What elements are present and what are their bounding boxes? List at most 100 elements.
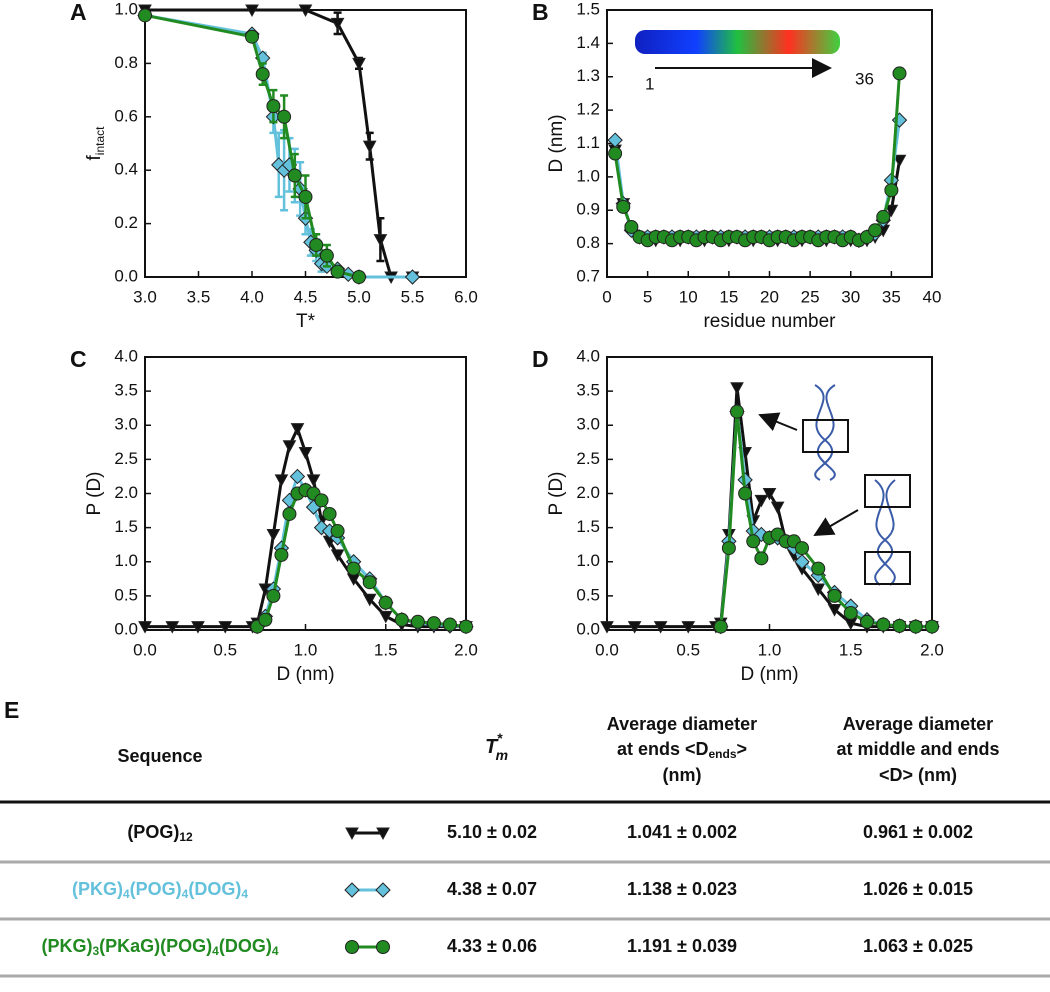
marker — [290, 423, 305, 436]
marker — [795, 541, 809, 556]
marker — [608, 146, 623, 161]
marker — [306, 474, 321, 487]
marker — [376, 940, 390, 954]
cell: 1.191 ± 0.039 — [627, 936, 737, 956]
marker — [746, 534, 761, 549]
marker — [653, 621, 668, 634]
x-tick-label: 20 — [760, 287, 779, 306]
marker — [245, 4, 259, 18]
marker — [376, 827, 390, 841]
y-tick-label: 1.5 — [114, 517, 138, 536]
sequence-part: (PKG) — [72, 879, 123, 899]
header: Sequence — [117, 746, 202, 766]
x-tick-label: 0 — [602, 287, 611, 306]
y-tick-label: 3.5 — [576, 381, 600, 400]
sequence-part: 12 — [179, 830, 193, 844]
cell: 4.38 ± 0.07 — [447, 879, 537, 899]
marker — [876, 617, 891, 632]
series-line — [613, 149, 901, 242]
marker — [627, 621, 642, 634]
x-tick-label: 10 — [679, 287, 698, 306]
cell: 1.138 ± 0.023 — [627, 879, 737, 899]
y-tick-label: 0.5 — [114, 585, 138, 604]
marker — [352, 270, 366, 284]
marker — [794, 554, 810, 570]
x-tick-label: 5 — [643, 287, 652, 306]
marker — [138, 8, 152, 23]
marker — [298, 447, 313, 460]
marker — [287, 168, 302, 183]
sequence: (PKG)4(POG)4(DOG)4 — [72, 879, 248, 901]
marker — [330, 17, 345, 31]
x-axis-label: T* — [296, 311, 316, 332]
x-tick-label: 4.0 — [240, 287, 264, 306]
marker — [754, 494, 769, 508]
y-tick-label: 0.2 — [114, 213, 138, 232]
sequence: (POG)12 — [127, 822, 193, 844]
marker — [344, 882, 360, 898]
y-tick-label: 4.0 — [114, 346, 138, 365]
y-tick-label: 0.0 — [576, 619, 600, 638]
y-tick-label: 0.8 — [114, 53, 138, 72]
marker — [925, 619, 939, 634]
marker — [681, 621, 696, 634]
sequence-part: 4 — [272, 944, 279, 958]
x-tick-label: 1.0 — [294, 640, 318, 659]
marker — [730, 382, 744, 395]
series-line — [144, 13, 360, 279]
y-tick-label: 0.5 — [576, 585, 600, 604]
marker — [191, 621, 205, 634]
marker — [404, 269, 421, 285]
panel-label: C — [70, 346, 87, 372]
x-axis-label: residue number — [703, 311, 836, 332]
panel-label: A — [70, 0, 87, 25]
marker — [827, 588, 842, 603]
x-tick-label: 25 — [801, 287, 820, 306]
header: Average diameter — [843, 714, 993, 734]
marker — [827, 604, 842, 617]
marker — [274, 474, 289, 487]
x-tick-label: 3.5 — [187, 287, 211, 306]
y-tick-label: 3.0 — [114, 415, 138, 434]
cell: 0.961 ± 0.002 — [863, 822, 973, 842]
marker — [255, 67, 270, 82]
marker — [282, 506, 297, 521]
header-part: > — [737, 739, 748, 759]
marker — [600, 621, 614, 634]
x-tick-label: 0.0 — [133, 640, 157, 659]
y-tick-label: 1.0 — [576, 551, 600, 570]
marker — [330, 549, 345, 562]
y-tick-label: 0.7 — [576, 266, 600, 285]
header-part: T — [485, 736, 499, 758]
y-tick-label: 0.6 — [114, 106, 138, 125]
series-line — [613, 119, 901, 242]
x-tick-label: 40 — [923, 287, 942, 306]
x-tick-label: 2.0 — [454, 640, 478, 659]
y-axis-label: P (D) — [84, 472, 105, 516]
marker — [138, 621, 152, 634]
y-tick-label: 0.4 — [114, 160, 138, 179]
marker — [770, 501, 785, 515]
y-tick-label: 0.8 — [576, 233, 600, 252]
cell: 1.026 ± 0.015 — [863, 879, 973, 899]
header-part: * — [497, 730, 503, 746]
marker — [266, 588, 281, 603]
sequence-part: 4 — [212, 944, 219, 958]
x-tick-label: 0.5 — [213, 640, 237, 659]
sequence-part: (POG) — [127, 822, 179, 842]
y-tick-label: 4.0 — [576, 346, 600, 365]
header: T* m — [485, 730, 508, 763]
x-axis-label: D (nm) — [276, 664, 334, 685]
marker — [426, 616, 441, 631]
marker — [362, 140, 377, 154]
x-tick-label: 5.5 — [401, 287, 425, 306]
marker — [345, 940, 359, 954]
marker — [346, 561, 361, 576]
marker — [274, 547, 289, 562]
marker — [754, 551, 769, 566]
marker — [762, 488, 777, 501]
marker — [713, 619, 728, 634]
y-tick-label: 2.0 — [114, 483, 138, 502]
y-tick-label: 2.5 — [576, 449, 600, 468]
annotation: 1 — [645, 74, 654, 93]
